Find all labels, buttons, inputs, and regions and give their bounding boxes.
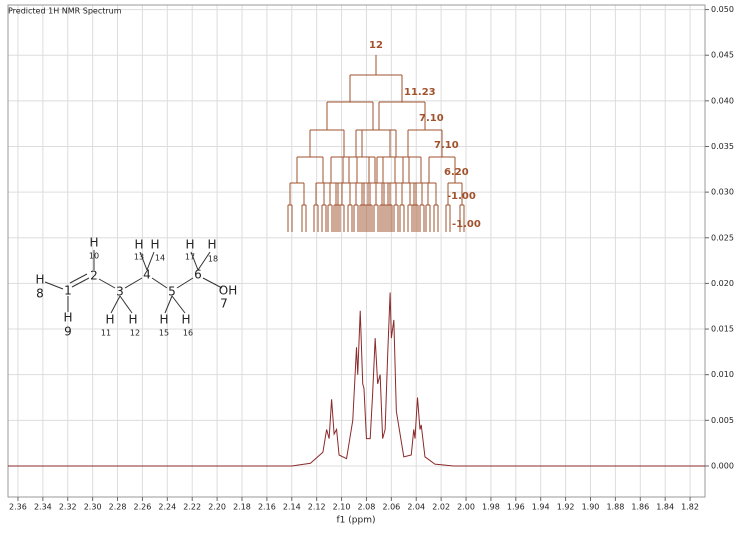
x-tick-label: 1.90 (582, 503, 600, 512)
y-tick-label: 0.050 (711, 5, 734, 14)
x-tick-label: 1.86 (631, 503, 649, 512)
plot-frame (7, 4, 706, 498)
x-tick-label: 2.20 (208, 503, 226, 512)
atom-label: 5 (168, 285, 176, 299)
multiplet-label: -1.00 (447, 191, 476, 202)
multiplet-label: -1.00 (452, 219, 481, 230)
x-tick-label: 1.94 (532, 503, 550, 512)
y-tick-label: 0.015 (711, 325, 734, 334)
atom-label: H (150, 238, 159, 252)
multiplet-tree (287, 55, 465, 232)
x-tick-label: 2.06 (382, 503, 400, 512)
atom-label: 18 (208, 255, 218, 264)
atom-label: 4 (143, 268, 151, 282)
x-tick-label: 2.36 (9, 503, 27, 512)
x-tick-label: 2.02 (432, 503, 450, 512)
atom-label: H (89, 236, 98, 250)
x-axis-label: f1 (ppm) (337, 516, 376, 526)
x-tick-label: 2.00 (457, 503, 475, 512)
atom-label: 15 (159, 329, 169, 338)
x-tick-label: 2.16 (258, 503, 276, 512)
y-tick-label: 0.010 (711, 370, 734, 379)
multiplet-label: 12 (369, 40, 383, 51)
y-tick-label: 0.030 (711, 188, 734, 197)
x-tick-label: 2.28 (109, 503, 127, 512)
x-tick-label: 2.04 (407, 503, 425, 512)
atom-label: 13 (134, 253, 144, 262)
x-tick-label: 2.34 (34, 503, 52, 512)
x-tick-label: 1.96 (507, 503, 525, 512)
x-tick-label: 1.82 (681, 503, 699, 512)
x-tick-label: 2.30 (84, 503, 102, 512)
atom-label: H (181, 313, 190, 327)
y-tick-label: 0.005 (711, 416, 734, 425)
y-tick-label: 0.020 (711, 279, 734, 288)
x-tick-label: 2.24 (158, 503, 176, 512)
atom-label: 12 (130, 329, 140, 338)
x-tick-label: 2.10 (333, 503, 351, 512)
grid (8, 5, 705, 497)
atom-label: OH (219, 284, 237, 298)
atom-label: H (35, 273, 44, 287)
atom-label: 9 (64, 325, 72, 339)
y-tick-label: 0.000 (711, 461, 734, 470)
atom-label: 10 (89, 252, 99, 261)
x-tick-label: 2.08 (358, 503, 376, 512)
atom-label: 11 (101, 329, 111, 338)
multiplet-label: 11.23 (404, 87, 436, 98)
multiplet-label: 6.20 (444, 167, 469, 178)
x-tick-label: 1.92 (557, 503, 575, 512)
chart-title: Predicted 1H NMR Spectrum (8, 7, 122, 16)
y-tick-label: 0.045 (711, 51, 734, 60)
atom-label: 17 (185, 253, 195, 262)
atom-label: 3 (116, 285, 124, 299)
atom-label: H (185, 238, 194, 252)
multiplet-label: 7.10 (434, 140, 459, 151)
atom-label: 7 (220, 297, 228, 311)
x-tick-label: 2.18 (233, 503, 251, 512)
multiplet-label: 7.10 (419, 113, 444, 124)
x-tick-label: 2.22 (183, 503, 201, 512)
x-tick-label: 1.98 (482, 503, 500, 512)
atom-label: H (128, 313, 137, 327)
x-tick-label: 2.26 (134, 503, 152, 512)
x-tick-label: 2.14 (283, 503, 301, 512)
atom-label: 6 (194, 268, 202, 282)
atom-label: H (134, 238, 143, 252)
molecule-bonds (44, 250, 223, 314)
y-tick-label: 0.035 (711, 142, 734, 151)
atom-label: 16 (183, 329, 193, 338)
atom-label: H (63, 311, 72, 325)
atom-label: 1 (64, 284, 72, 298)
atom-label: 8 (36, 287, 44, 301)
y-tick-label: 0.025 (711, 233, 734, 242)
atom-label: 2 (90, 269, 98, 283)
x-tick-label: 2.12 (308, 503, 326, 512)
x-tick-label: 1.84 (656, 503, 674, 512)
spectrum-line (8, 292, 705, 467)
x-tick-label: 2.32 (59, 503, 77, 512)
x-tick-label: 1.88 (606, 503, 624, 512)
atom-label: H (159, 313, 168, 327)
y-tick-label: 0.040 (711, 96, 734, 105)
atom-label: H (207, 238, 216, 252)
atom-label: H (105, 313, 114, 327)
atom-label: 14 (155, 254, 165, 263)
